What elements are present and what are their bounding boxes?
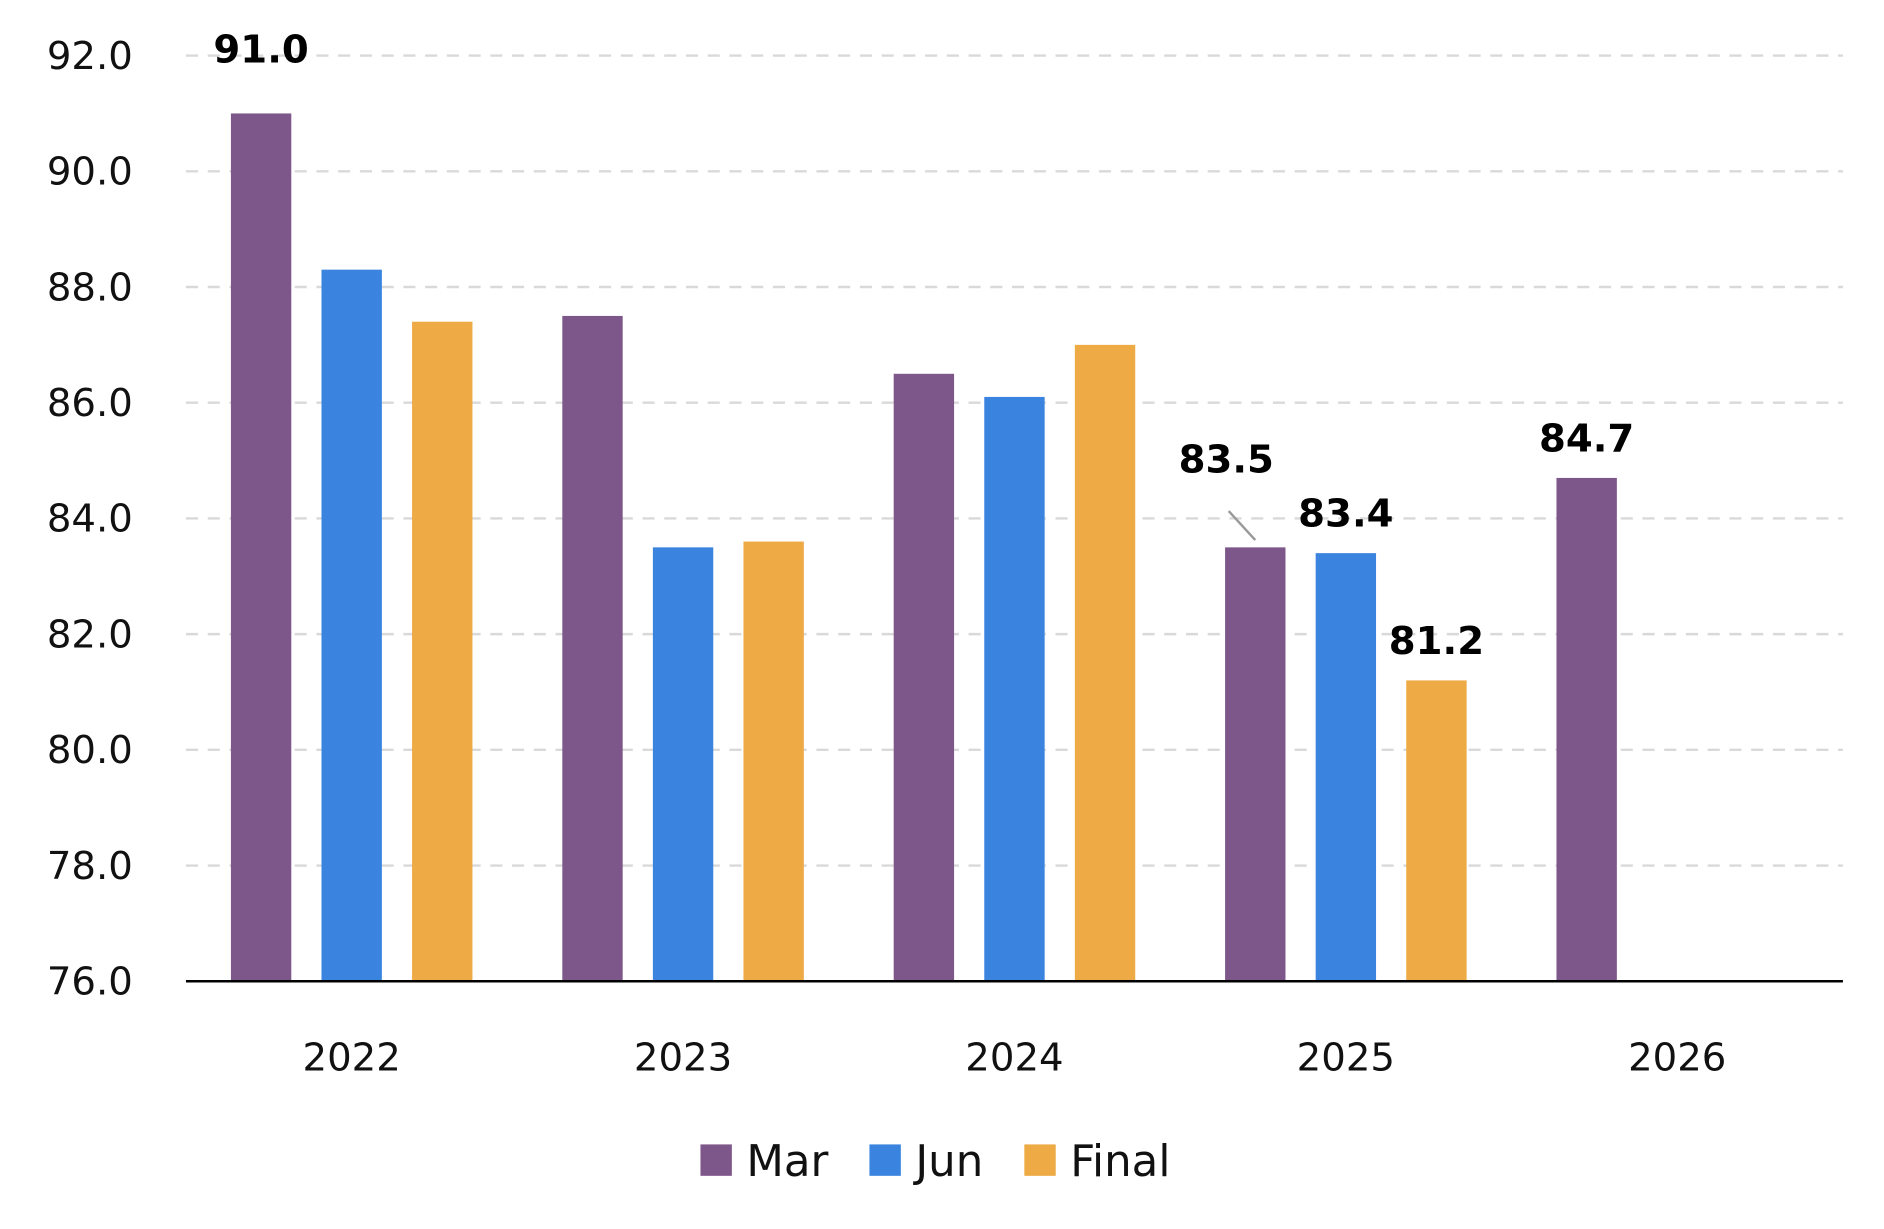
legend-label-mar: Mar [746,1137,828,1187]
x-tick-label: 2022 [303,1036,401,1081]
data-label: 83.4 [1298,492,1393,537]
y-tick-label: 92.0 [47,34,133,79]
y-tick-label: 88.0 [47,265,133,310]
y-tick-label: 84.0 [47,497,133,542]
label-leader-line [1227,510,1257,541]
bar-final-2022 [412,321,473,982]
bar-mar-2025 [1225,547,1286,982]
data-label: 81.2 [1389,619,1484,664]
y-tick-label: 78.0 [47,844,133,889]
x-tick-label: 2024 [965,1036,1063,1081]
bar-mar-2026 [1556,477,1617,982]
bars [230,113,1617,982]
data-labels: 91.0 83.5 83.4 81.2 84.7 [213,28,1634,664]
x-tick-label: 2025 [1297,1036,1395,1081]
data-label: 84.7 [1539,416,1634,461]
data-label: 83.5 [1179,437,1274,482]
y-tick-label: 80.0 [47,728,133,773]
bar-final-2024 [1074,344,1136,982]
legend-label-final: Final [1070,1137,1170,1187]
y-axis-ticks: 76.0 78.0 80.0 82.0 84.0 86.0 88.0 90.0 92.0 [47,34,133,1005]
bar-jun-2022 [321,269,382,982]
y-tick-label: 76.0 [47,960,133,1005]
x-tick-label: 2023 [634,1036,732,1081]
x-axis-ticks: 2022 2023 2024 2025 2026 [303,1036,1727,1081]
data-label: 91.0 [213,28,308,73]
legend-label-jun: Jun [912,1137,983,1187]
bar-final-2023 [743,541,804,982]
y-tick-label: 86.0 [47,381,133,426]
y-tick-label: 90.0 [47,150,133,195]
bar-jun-2024 [984,396,1045,982]
legend-swatch-jun [869,1144,901,1176]
legend-swatch-mar [700,1144,732,1176]
bar-final-2025 [1406,680,1467,982]
legend-swatch-final [1024,1144,1056,1176]
bar-mar-2023 [562,315,623,982]
x-tick-label: 2026 [1628,1036,1726,1081]
bar-jun-2025 [1315,553,1377,982]
bar-jun-2023 [652,547,714,982]
legend: Mar Jun Final [700,1137,1170,1187]
y-tick-label: 82.0 [47,612,133,657]
bar-mar-2024 [893,373,955,982]
bar-mar-2022 [230,113,292,982]
